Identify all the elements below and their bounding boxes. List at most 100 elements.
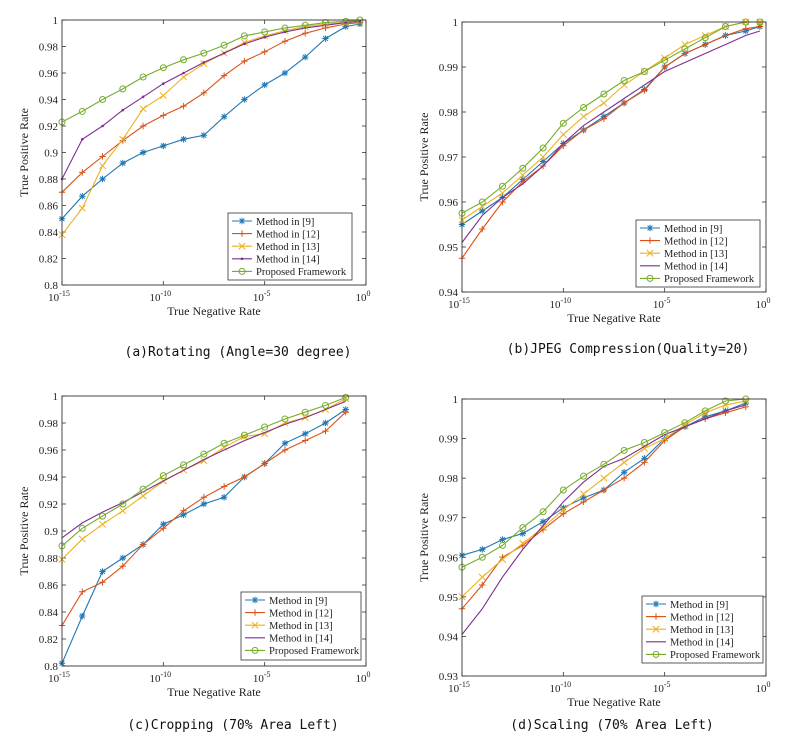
data-point	[200, 450, 208, 458]
legend-item: Method in [9]	[640, 224, 722, 235]
y-tick-label: 0.94	[39, 472, 59, 484]
data-point	[119, 507, 127, 515]
data-point	[80, 137, 84, 141]
legend-label: Proposed Framework	[670, 650, 761, 661]
y-tick-label: 0.9	[44, 148, 58, 160]
x-tick-label: 100	[356, 289, 371, 304]
legend-label: Method in [12]	[256, 229, 320, 240]
legend-marker	[238, 267, 246, 275]
data-point	[180, 507, 187, 514]
data-point	[479, 581, 486, 589]
y-tick-label: 0.96	[439, 197, 459, 209]
data-point	[202, 61, 206, 64]
legend-item: Method in [13]	[232, 242, 320, 253]
data-point	[139, 105, 147, 113]
data-point	[243, 42, 246, 46]
chart-panel-d: 0.93 0.94 0.95 0.96 0.97 0.98 0.99 1 10-15 10-10 1…	[417, 394, 771, 709]
data-point	[180, 102, 187, 110]
series-line	[461, 398, 746, 568]
data-point	[499, 541, 507, 549]
legend-label: Proposed Framework	[664, 274, 755, 285]
data-point	[519, 164, 527, 172]
x-tick-label: 10-5	[653, 296, 671, 311]
data-point	[661, 63, 668, 71]
data-point	[281, 38, 289, 45]
data-point	[681, 45, 689, 53]
data-point	[344, 21, 348, 24]
data-point	[721, 397, 729, 405]
data-point	[261, 81, 268, 89]
legend-item: Method in [12]	[640, 236, 728, 247]
data-point	[499, 536, 506, 543]
data-point	[342, 409, 349, 416]
data-point	[78, 535, 86, 543]
y-tick-label: 0.95	[439, 592, 459, 604]
y-tick-label: 0.84	[39, 607, 59, 619]
y-tick-label: 0.93	[439, 671, 459, 683]
plot-frame	[461, 21, 767, 293]
data-point	[559, 130, 567, 139]
data-point	[160, 525, 167, 532]
y-tick-label: 0.88	[39, 553, 59, 565]
data-point	[281, 415, 289, 423]
legend-item: Method in [14]	[245, 634, 333, 645]
x-tick-label: 100	[756, 296, 771, 311]
data-point	[240, 32, 248, 40]
data-point	[539, 144, 547, 152]
data-point	[661, 56, 669, 64]
legend-label: Method in [9]	[269, 596, 327, 607]
legend-marker	[652, 613, 660, 620]
data-point	[119, 85, 127, 93]
y-tick-label: 0.94	[439, 631, 459, 643]
data-point	[600, 486, 608, 494]
series-3	[458, 397, 750, 601]
data-point	[180, 511, 187, 518]
data-point	[479, 546, 486, 553]
data-point	[560, 504, 567, 512]
x-axis-label: True Negative Rate	[567, 695, 661, 709]
data-point	[261, 460, 268, 467]
plot-frame	[61, 395, 367, 667]
legend-item: Method in [13]	[245, 621, 333, 632]
legend-marker	[646, 249, 654, 257]
x-tick-label: 10-5	[653, 680, 671, 695]
y-tick-label: 0.99	[439, 434, 459, 446]
y-tick-label: 0.94	[439, 287, 459, 299]
data-point	[78, 204, 86, 212]
data-point	[620, 446, 628, 454]
legend-label: Method in [14]	[256, 255, 320, 266]
legend-marker	[251, 646, 259, 654]
data-point	[640, 68, 648, 75]
legend-item: Method in [9]	[646, 600, 728, 611]
series-line	[461, 404, 746, 635]
data-point	[539, 508, 547, 516]
legend-item: Method in [14]	[232, 255, 320, 266]
y-tick-label: 0.97	[439, 513, 459, 525]
legend-item: Method in [13]	[646, 625, 734, 636]
legend-item: Method in [14]	[646, 638, 734, 649]
series-2	[58, 409, 349, 629]
data-point	[160, 142, 167, 150]
data-point	[661, 54, 669, 62]
x-tick-label: 10-15	[48, 289, 70, 304]
data-point	[742, 25, 749, 32]
data-point	[580, 472, 588, 480]
data-point	[200, 89, 208, 97]
y-tick-label: 0.88	[39, 174, 59, 186]
data-point	[580, 126, 587, 134]
data-point	[620, 99, 628, 107]
data-point	[499, 198, 506, 206]
data-point	[220, 483, 228, 490]
y-tick-label: 1	[53, 391, 59, 403]
data-point	[560, 510, 567, 517]
legend-label: Method in [12]	[269, 608, 333, 619]
y-tick-label: 0.96	[39, 445, 59, 457]
data-point	[99, 579, 106, 586]
data-point	[261, 48, 268, 55]
legend-item: Method in [12]	[646, 612, 734, 623]
data-point	[200, 500, 208, 508]
y-tick-label: 0.86	[39, 201, 59, 213]
y-tick-label: 0.82	[39, 254, 58, 266]
data-point	[141, 95, 145, 99]
data-point	[580, 490, 588, 498]
